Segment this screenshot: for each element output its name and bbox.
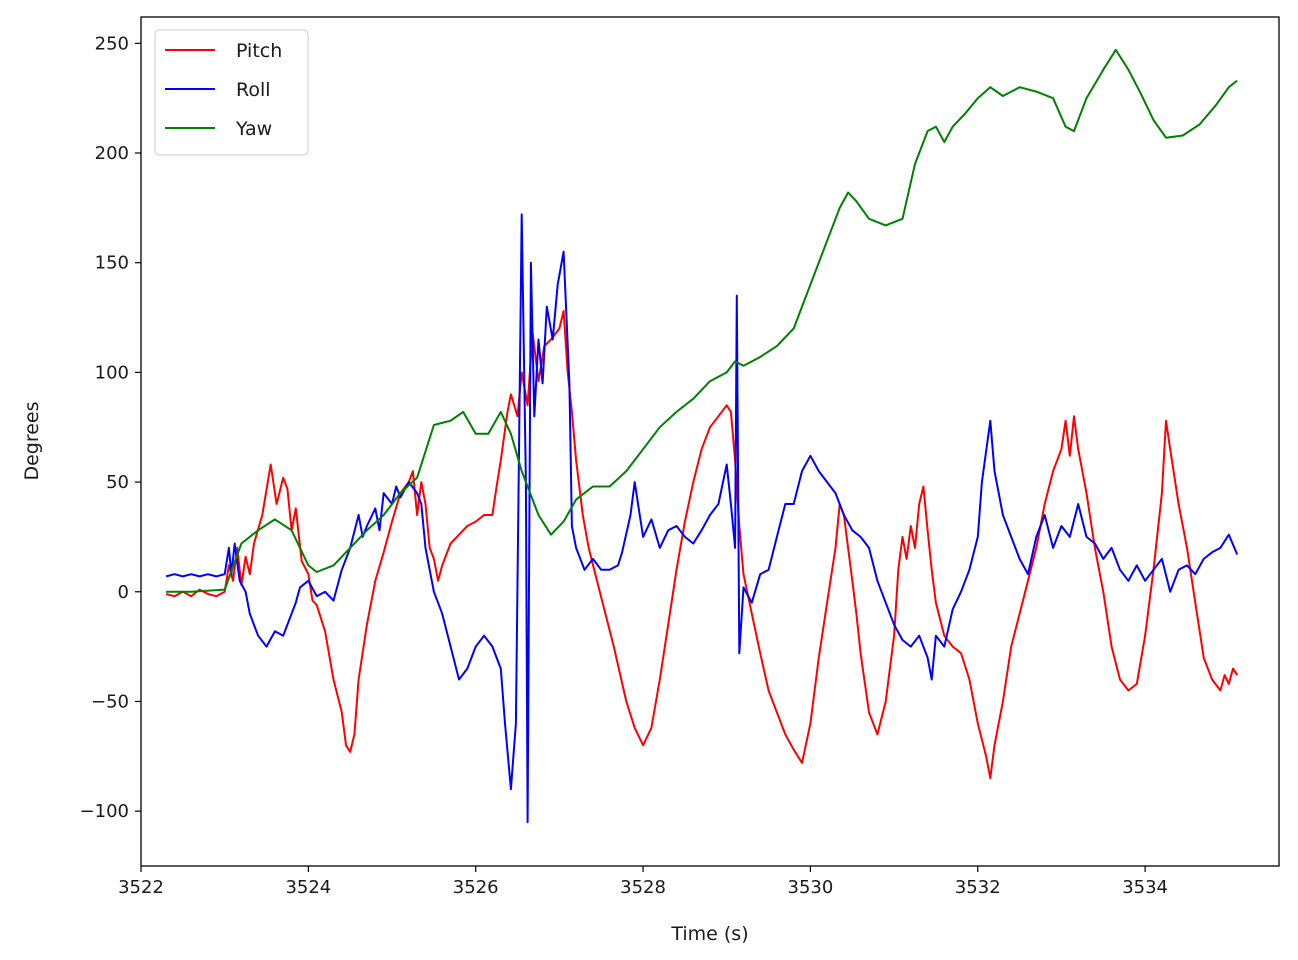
legend-label-roll: Roll bbox=[236, 79, 271, 101]
x-tick-label: 3524 bbox=[285, 877, 331, 898]
legend-label-pitch: Pitch bbox=[236, 40, 282, 62]
x-tick-label: 3522 bbox=[118, 877, 164, 898]
x-tick-label: 3532 bbox=[955, 877, 1001, 898]
y-axis: −100 −50 0 50 100 150 200 250 bbox=[80, 33, 141, 822]
y-tick-label: 200 bbox=[95, 143, 129, 164]
plot-frame bbox=[140, 16, 1280, 867]
y-tick-label: 100 bbox=[95, 362, 129, 383]
legend-label-yaw: Yaw bbox=[235, 118, 272, 140]
y-tick-label: 50 bbox=[106, 472, 129, 493]
legend-box bbox=[154, 29, 309, 156]
y-tick-label: −100 bbox=[80, 801, 129, 822]
series-line-yaw bbox=[166, 48, 1238, 593]
y-tick-label: 150 bbox=[95, 253, 129, 274]
x-tick-label: 3528 bbox=[620, 877, 666, 898]
series-line-roll bbox=[165, 213, 1239, 824]
series-layer bbox=[165, 48, 1239, 824]
series-line-pitch bbox=[165, 310, 1239, 780]
x-axis-label: Time (s) bbox=[670, 923, 748, 945]
y-tick-label: −50 bbox=[91, 691, 129, 712]
legend: Pitch Roll Yaw bbox=[154, 29, 309, 156]
x-tick-label: 3526 bbox=[453, 877, 499, 898]
y-axis-label: Degrees bbox=[21, 401, 43, 480]
y-tick-label: 250 bbox=[95, 33, 129, 54]
x-axis: 3522 3524 3526 3528 3530 3532 3534 bbox=[118, 866, 1168, 898]
x-tick-label: 3530 bbox=[788, 877, 834, 898]
y-tick-label: 0 bbox=[118, 582, 129, 603]
x-tick-label: 3534 bbox=[1122, 877, 1168, 898]
